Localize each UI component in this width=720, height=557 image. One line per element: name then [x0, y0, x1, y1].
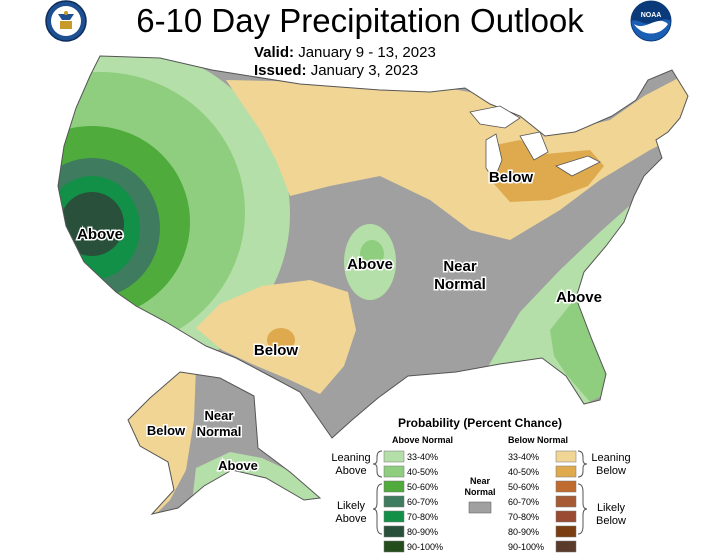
alaska-outline [127, 371, 322, 515]
legend-likely-below: Likely Below [588, 502, 634, 528]
label-near-normal-1: Near [443, 258, 477, 275]
below-swatch-3 [555, 495, 577, 508]
likely-above-line-2: Above [335, 513, 367, 525]
label-northeast-below: Below [489, 169, 534, 186]
bracket-likely-below [577, 483, 588, 535]
above-range-1: 40-50% [407, 467, 438, 477]
likely-above-line-1: Likely [336, 500, 366, 512]
bracket-likely-above [372, 483, 383, 535]
above-range-4: 70-80% [407, 512, 438, 522]
legend-near-label-2: Normal [464, 487, 495, 497]
above-range-5: 80-90% [407, 527, 438, 537]
leaning-above-line-1: Leaning [331, 452, 371, 464]
conus-outline [57, 55, 689, 439]
likely-below-line-1: Likely [596, 502, 626, 514]
legend-leaning-below: Leaning Below [588, 452, 634, 478]
conus-outlook [58, 56, 688, 438]
below-swatch-4 [555, 510, 577, 523]
label-plains-above: Above [347, 256, 393, 273]
above-range-2: 50-60% [407, 482, 438, 492]
issued-label: Issued: [254, 62, 307, 79]
above-range-6: 90-100% [407, 542, 443, 552]
legend-leaning-above: Leaning Above [330, 452, 372, 478]
below-swatch-2 [555, 480, 577, 493]
above-swatches: 33-40% 40-50% 50-60% 60-70% 70-80% 80-90% 90-1… [383, 450, 443, 553]
leaning-below-line-2: Below [596, 465, 626, 477]
above-swatch-5 [383, 525, 405, 538]
label-southwest-below: Below [254, 342, 299, 359]
legend: Probability (Percent Chance) Above Norma… [372, 412, 596, 553]
above-swatch-4 [383, 510, 405, 523]
legend-near-swatch [468, 501, 492, 514]
legend-likely-above: Likely Above [330, 500, 372, 526]
below-range-5: 80-90% [508, 527, 539, 537]
label-near-normal-2: Normal [434, 276, 486, 293]
legend-below-header: Below Normal [508, 435, 568, 445]
legend-near-label-1: Near [470, 476, 491, 486]
below-swatch-1 [555, 465, 577, 478]
below-range-4: 70-80% [508, 512, 539, 522]
above-swatch-0 [383, 450, 405, 463]
legend-title: Probability (Percent Chance) [398, 416, 562, 430]
label-southeast-above: Above [556, 289, 602, 306]
below-range-2: 50-60% [508, 482, 539, 492]
bracket-leaning-above [372, 450, 383, 478]
bracket-leaning-below [577, 450, 588, 478]
page-title: 6-10 Day Precipitation Outlook [136, 2, 584, 39]
above-range-3: 60-70% [407, 497, 438, 507]
leaning-below-line-1: Leaning [591, 452, 631, 464]
svg-text:NOAA: NOAA [641, 12, 662, 19]
label-west-above: Above [77, 226, 123, 243]
valid-dates: Valid: January 9 - 13, 2023 [254, 44, 436, 61]
legend-above-header: Above Normal [392, 435, 453, 445]
valid-label: Valid: [254, 44, 295, 61]
below-range-6: 90-100% [508, 542, 544, 552]
likely-below-line-2: Below [596, 515, 626, 527]
great-lakes [469, 105, 601, 181]
below-swatches: 33-40% 40-50% 50-60% 60-70% 70-80% 80-90% 90-1… [508, 450, 577, 553]
label-alaska-near-1: Near [205, 408, 234, 423]
below-swatch-0 [555, 450, 577, 463]
valid-value: January 9 - 13, 2023 [298, 44, 436, 61]
above-swatch-1 [383, 465, 405, 478]
below-range-0: 33-40% [508, 452, 539, 462]
below-swatch-6 [555, 540, 577, 553]
label-alaska-below: Below [147, 423, 186, 438]
issued-value: January 3, 2023 [310, 62, 419, 79]
issued-date: Issued: January 3, 2023 [254, 62, 418, 79]
leaning-above-line-2: Above [335, 465, 367, 477]
above-range-0: 33-40% [407, 452, 438, 462]
below-range-3: 60-70% [508, 497, 539, 507]
doc-seal-icon [45, 0, 87, 42]
label-alaska-above: Above [218, 458, 258, 473]
above-swatch-3 [383, 495, 405, 508]
noaa-logo-icon: NOAA [630, 0, 672, 42]
above-swatch-6 [383, 540, 405, 553]
below-swatch-5 [555, 525, 577, 538]
label-alaska-near-2: Normal [197, 424, 242, 439]
above-swatch-2 [383, 480, 405, 493]
below-range-1: 40-50% [508, 467, 539, 477]
